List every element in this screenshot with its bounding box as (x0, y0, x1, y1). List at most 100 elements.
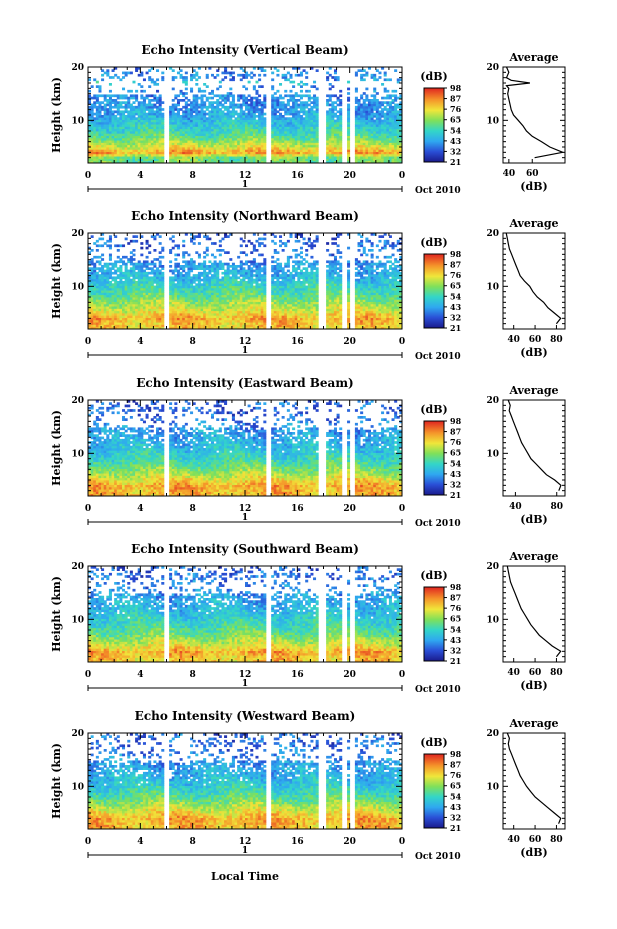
heatmap-cell (235, 126, 238, 129)
heatmap-cell (114, 308, 117, 311)
heatmap-cell (389, 142, 392, 145)
heatmap-cell (263, 69, 266, 72)
heatmap-cell (172, 122, 175, 125)
heatmap-cell (169, 131, 172, 134)
heatmap-cell (211, 122, 214, 125)
heatmap-cell (221, 142, 224, 145)
heatmap-cell (282, 117, 285, 120)
heatmap-cell (185, 88, 188, 91)
heatmap-cell (221, 110, 224, 113)
heatmap-cell (334, 149, 337, 152)
heatmap-cell (180, 149, 183, 152)
heatmap-cell (363, 131, 366, 134)
heatmap-cell (365, 117, 368, 120)
heatmap-cell (109, 90, 112, 93)
heatmap-cell (138, 304, 141, 307)
heatmap-cell (384, 72, 387, 75)
heatmap-cell (384, 149, 387, 152)
heatmap-cell (161, 126, 164, 129)
heatmap-cell (221, 126, 224, 129)
heatmap-cell (185, 83, 188, 86)
heatmap-cell (337, 110, 340, 113)
heatmap-cell (140, 74, 143, 77)
heatmap-cell (313, 94, 316, 97)
heatmap-cell (303, 126, 306, 129)
heatmap-cell (106, 288, 109, 291)
heatmap-cell (381, 110, 384, 113)
heatmap-cell (96, 94, 99, 97)
heatmap-cell (376, 126, 379, 129)
heatmap-cell (355, 149, 358, 152)
heatmap-cell (98, 138, 101, 141)
heatmap-cell (258, 101, 261, 104)
heatmap-cell (193, 115, 196, 118)
heatmap-cell (261, 110, 264, 113)
heatmap-cell (208, 299, 211, 302)
heatmap-cell (237, 133, 240, 136)
heatmap-cell (132, 81, 135, 84)
heatmap-cell (127, 299, 130, 302)
heatmap-cell (146, 283, 149, 286)
heatmap-cell (363, 74, 366, 77)
heatmap-cell (229, 154, 232, 157)
heatmap-cell (161, 249, 164, 252)
heatmap-cell (371, 94, 374, 97)
heatmap-cell (248, 117, 251, 120)
heatmap-cell (146, 138, 149, 141)
heatmap-cell (282, 74, 285, 77)
heatmap-cell (93, 242, 96, 245)
heatmap-cell (300, 81, 303, 84)
heatmap-cell (219, 288, 222, 291)
heatmap-cell (185, 308, 188, 311)
heatmap-cell (206, 281, 209, 284)
heatmap-cell (355, 158, 358, 161)
heatmap-cell (143, 324, 146, 327)
heatmap-cell (255, 133, 258, 136)
heatmap-cell (219, 279, 222, 282)
heatmap-cell (392, 154, 395, 157)
heatmap-cell (287, 138, 290, 141)
heatmap-cell (329, 149, 332, 152)
heatmap-cell (373, 74, 376, 77)
heatmap-cell (208, 313, 211, 316)
heatmap-cell (106, 101, 109, 104)
heatmap-cell (334, 120, 337, 123)
heatmap-cell (394, 90, 397, 93)
heatmap-cell (397, 133, 400, 136)
heatmap-cell (119, 101, 122, 104)
heatmap-cell (109, 147, 112, 150)
heatmap-cell (174, 76, 177, 79)
heatmap-cell (201, 90, 204, 93)
heatmap-cell (229, 94, 232, 97)
heatmap-cell (365, 131, 368, 134)
heatmap-cell (91, 138, 94, 141)
heatmap-cell (125, 101, 128, 104)
heatmap-cell (274, 149, 277, 152)
heatmap-cell (119, 106, 122, 109)
heatmap-cell (153, 313, 156, 316)
heatmap-cell (130, 292, 133, 295)
heatmap-cell (258, 99, 261, 102)
heatmap-cell (98, 238, 101, 241)
heatmap-cell (182, 267, 185, 270)
heatmap-cell (185, 265, 188, 268)
heatmap-cell (172, 283, 175, 286)
heatmap-cell (242, 154, 245, 157)
heatmap-cell (397, 110, 400, 113)
heatmap-cell (394, 122, 397, 125)
heatmap-cell (187, 260, 190, 263)
heatmap-cell (104, 313, 107, 316)
heatmap-cell (339, 142, 342, 145)
heatmap-cell (159, 147, 162, 150)
heatmap-cell (250, 101, 253, 104)
heatmap-cell (180, 122, 183, 125)
heatmap-cell (371, 149, 374, 152)
heatmap-cell (125, 292, 128, 295)
heatmap-cell (138, 117, 141, 120)
heatmap-cell (159, 308, 162, 311)
heatmap-cell (177, 117, 180, 120)
heatmap-cell (117, 267, 120, 270)
heatmap-cell (203, 292, 206, 295)
heatmap-cell (308, 147, 311, 150)
heatmap-cell (169, 238, 172, 241)
